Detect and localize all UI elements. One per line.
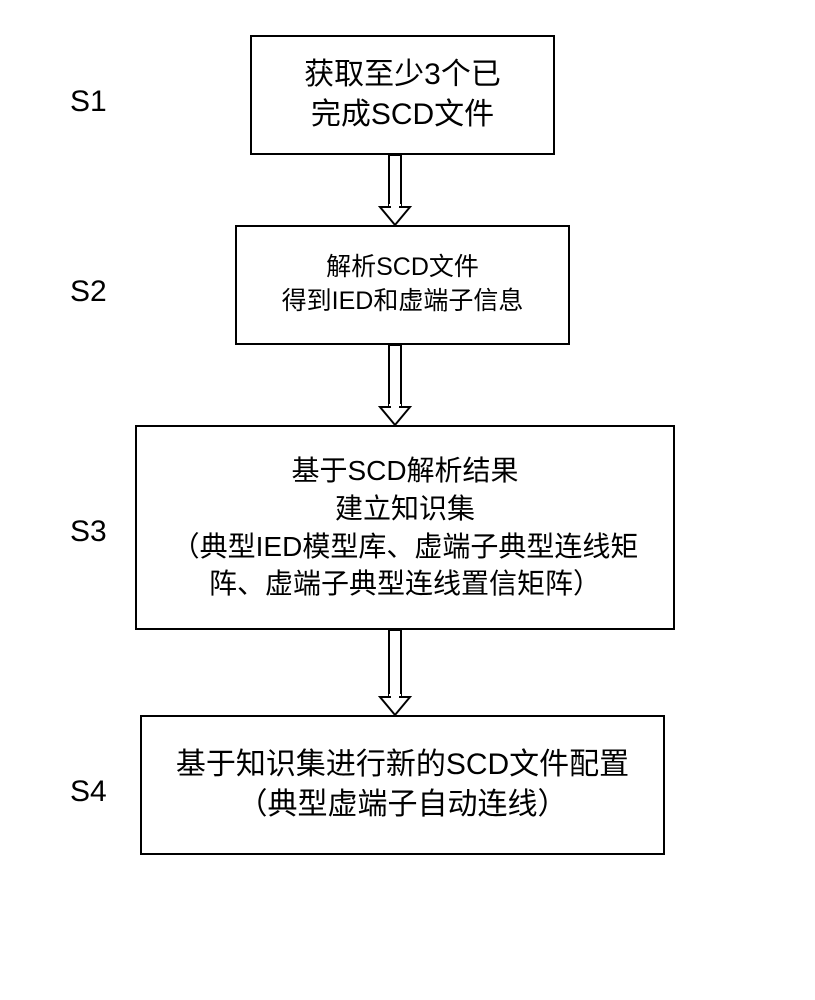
step-box-s1: 获取至少3个已 完成SCD文件 [250,35,555,155]
step-line: 获取至少3个已 [304,55,501,96]
step-line: 阵、虚端子典型连线置信矩阵） [209,565,601,603]
step-box-s4: 基于知识集进行新的SCD文件配置 （典型虚端子自动连线） [140,715,665,855]
step-line: 基于SCD解析结果 [291,452,518,490]
step-line: （典型IED模型库、虚端子典型连线矩 [172,528,639,566]
step-line: 建立知识集 [335,490,475,528]
arrow-s3-s4 [378,630,412,717]
step-line: 完成SCD文件 [311,95,494,136]
step-box-s2: 解析SCD文件 得到IED和虚端子信息 [235,225,570,345]
step-box-s3: 基于SCD解析结果 建立知识集 （典型IED模型库、虚端子典型连线矩 阵、虚端子… [135,425,675,630]
arrow-s2-s3 [378,345,412,427]
step-line: （典型虚端子自动连线） [238,785,568,826]
arrow-s1-s2 [378,155,412,227]
step-label-s3: S3 [70,515,107,549]
step-line: 基于知识集进行新的SCD文件配置 [176,745,629,786]
step-line: 解析SCD文件 [326,251,479,285]
step-line: 得到IED和虚端子信息 [282,285,524,319]
step-label-s1: S1 [70,85,107,119]
step-label-s2: S2 [70,275,107,309]
step-label-s4: S4 [70,775,107,809]
